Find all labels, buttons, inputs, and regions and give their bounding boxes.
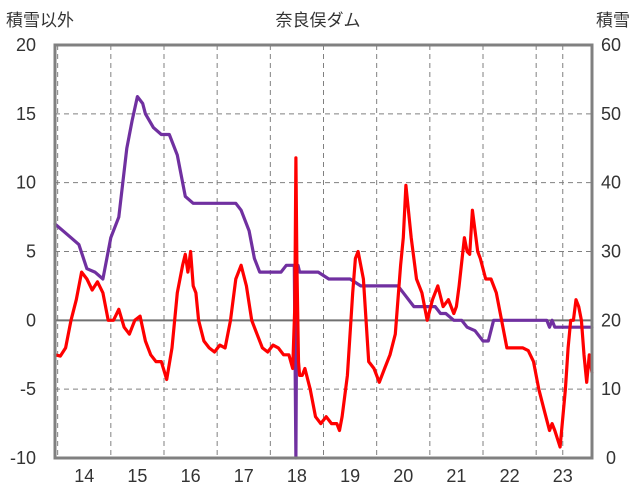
x-tick-label: 17 [234,466,254,486]
y-right-tick-label: 0 [606,448,616,468]
y-left-tick-label: 15 [16,104,36,124]
x-tick-label: 23 [553,466,573,486]
y-left-tick-label: 20 [16,35,36,55]
y-left-tick-label: 5 [26,242,36,262]
x-tick-label: 21 [446,466,466,486]
y-left-tick-label: -10 [10,448,36,468]
chart-title: 奈良俣ダム [276,11,361,31]
y-right-tick-label: 60 [601,35,621,55]
series-line-purple [53,94,594,460]
y-right-tick-label: 20 [601,310,621,330]
y-left-axis-title: 積雪以外 [6,11,74,31]
y-left-tick-label: -5 [20,379,36,399]
x-tick-label: 14 [74,466,94,486]
tick-labels: 14 15 16 17 18 19 20 21 22 2320151050-5-106050403… [10,35,621,486]
y-right-tick-label: 10 [601,379,621,399]
x-tick-label: 16 [181,466,201,486]
y-right-tick-label: 30 [601,242,621,262]
x-tick-label: 22 [500,466,520,486]
series-layer [53,94,594,460]
x-tick-label: 20 [393,466,413,486]
y-left-tick-label: 10 [16,173,36,193]
series-line-red [53,156,594,449]
x-tick-label: 19 [340,466,360,486]
plot-frame [53,43,594,460]
x-tick-label: 15 [127,466,147,486]
y-right-axis-title: 積雪 [596,11,630,31]
x-tick-label: 18 [287,466,307,486]
y-right-tick-label: 40 [601,173,621,193]
y-right-tick-label: 50 [601,104,621,124]
y-left-tick-label: 0 [26,310,36,330]
